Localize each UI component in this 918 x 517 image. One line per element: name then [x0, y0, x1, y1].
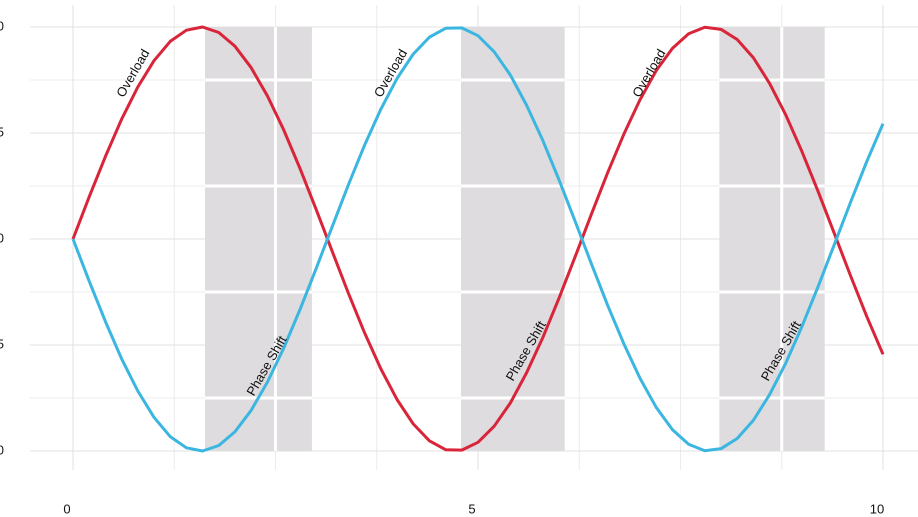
shaded-span [205, 27, 312, 451]
annotation: Overload [629, 47, 668, 100]
y-tick-label: 0.0 [0, 230, 4, 245]
y-tick-label: 1.0 [0, 18, 4, 33]
line-series [71, 25, 885, 452]
shaded-span [719, 27, 825, 451]
x-tick-label: 10 [870, 501, 884, 516]
y-tick-label: -0.5 [0, 336, 4, 351]
y-tick-label: -1.0 [0, 442, 4, 457]
line-series [71, 26, 885, 453]
x-tick-label: 0 [63, 501, 70, 516]
x-tick-label: 5 [468, 501, 475, 516]
shaded-span [460, 27, 565, 451]
y-tick-label: 0.5 [0, 124, 4, 139]
